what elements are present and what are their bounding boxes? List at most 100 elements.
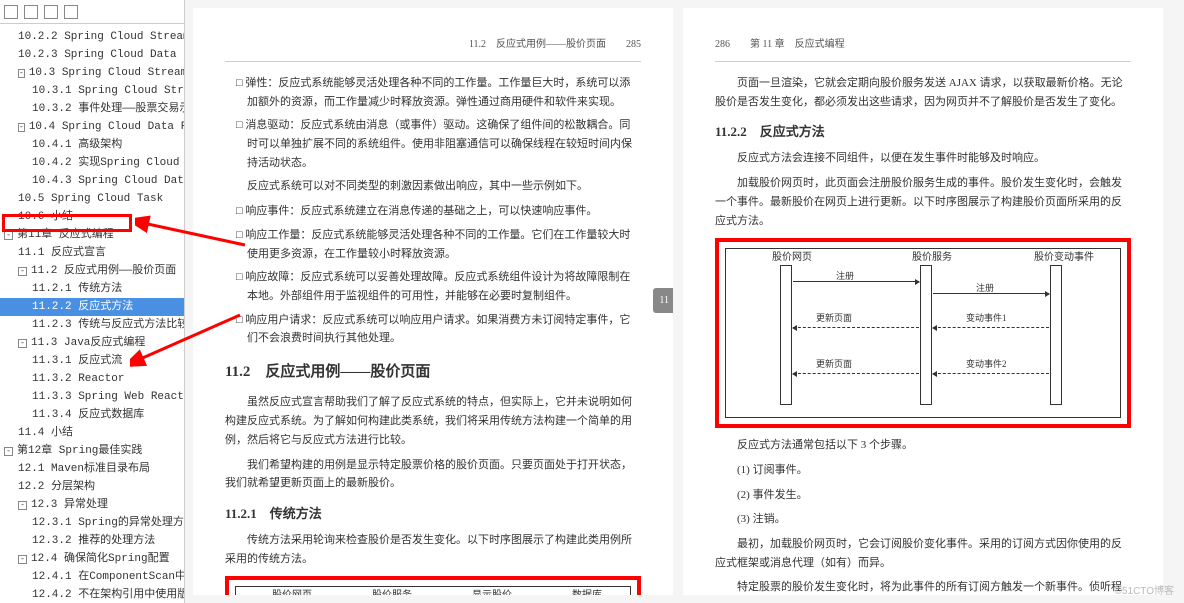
diagram-reactive: 股价网页 股价服务 股价变动事件 注册 注册 更新页面 变动事件1 更新页面 变… — [725, 248, 1121, 418]
bullet-item: 响应工作量：反应式系统能够灵活处理各种不同的工作量。它们在工作量较大时使用更多资… — [225, 226, 641, 263]
tree-item-label: 第11章 反应式编程 — [17, 227, 114, 243]
tree-item[interactable]: 11.2.1 传统方法 — [0, 280, 184, 298]
tree-item-label: 10.3.2 事件处理——股票交易示例 — [32, 101, 185, 117]
para: 反应式方法通常包括以下 3 个步骤。 — [715, 436, 1131, 455]
tree-item[interactable]: 12.4.2 不在架构引用中使用版本号 — [0, 586, 184, 603]
tree-item[interactable]: 11.2.2 反应式方法 — [0, 298, 184, 316]
tree-item[interactable]: 10.4.1 高级架构 — [0, 136, 184, 154]
toolbar-icon-3[interactable] — [44, 5, 58, 19]
section-11-2-2-heading: 11.2.2 反应式方法 — [715, 121, 1131, 143]
tree-item-label: 12.3.2 推荐的处理方法 — [32, 533, 155, 549]
tree-item-label: 12.4.2 不在架构引用中使用版本号 — [32, 587, 185, 603]
tree-item-label: 11.3.3 Spring Web Reactive — [32, 389, 185, 405]
tree-item[interactable]: 11.2.3 传统与反应式方法比较 — [0, 316, 184, 334]
tree-item[interactable]: 10.4.3 Spring Cloud Data Flow REST API — [0, 172, 184, 190]
bullet-item: 响应故障：反应式系统可以妥善处理故障。反应式系统组件设计为将故障限制在本地。外部… — [225, 268, 641, 305]
tree-item[interactable]: -第12章 Spring最佳实践 — [0, 442, 184, 460]
tree-item-label: 11.3.1 反应式流 — [32, 353, 122, 369]
para: 虽然反应式宣言帮助我们了解了反应式系统的特点，但实际上，它并未说明如何构建反应式… — [225, 393, 641, 449]
sidebar-toolbar — [0, 0, 184, 24]
tree-item[interactable]: 12.2 分层架构 — [0, 478, 184, 496]
tree-item[interactable]: 12.1 Maven标准目录布局 — [0, 460, 184, 478]
toolbar-icon-1[interactable] — [4, 5, 18, 19]
tree-item[interactable]: 12.3.1 Spring的异常处理方法 — [0, 514, 184, 532]
tree-item-label: 11.2.1 传统方法 — [32, 281, 122, 297]
step-2: (2) 事件发生。 — [737, 486, 1131, 505]
expand-icon[interactable]: - — [18, 555, 27, 564]
tree-item[interactable]: 11.4 小结 — [0, 424, 184, 442]
toolbar-icon-2[interactable] — [24, 5, 38, 19]
tree-item-label: 11.3.4 反应式数据库 — [32, 407, 144, 423]
tree-item[interactable]: 10.2.3 Spring Cloud Data Flow — [0, 46, 184, 64]
expand-icon[interactable]: - — [18, 501, 27, 510]
page-header-285: 11.2 反应式用例——股价页面 285 — [225, 36, 641, 62]
tree-item[interactable]: -11.2 反应式用例——股价页面 — [0, 262, 184, 280]
para: 页面一旦渲染，它就会定期向股价服务发送 AJAX 请求，以获取最新价格。无论股价… — [715, 74, 1131, 111]
tree-item[interactable]: 11.3.4 反应式数据库 — [0, 406, 184, 424]
tree-item[interactable]: 11.3.3 Spring Web Reactive — [0, 388, 184, 406]
page-indicator[interactable]: 11 — [653, 288, 673, 313]
tree-item[interactable]: -第11章 反应式编程 — [0, 226, 184, 244]
watermark: ©51CTO博客 — [1115, 582, 1174, 597]
page-285: 11.2 反应式用例——股价页面 285 弹性：反应式系统能够灵活处理各种不同的… — [193, 8, 673, 595]
tree-item-label: 12.4.1 在ComponentScan中使用basePackageClass… — [32, 569, 185, 585]
para: 最初，加载股价网页时，它会订阅股价变化事件。采用的订阅方式因你使用的反应式框架或… — [715, 535, 1131, 572]
expand-icon[interactable]: - — [18, 69, 25, 78]
tree-item[interactable]: -12.3 异常处理 — [0, 496, 184, 514]
tree-item[interactable]: -10.4 Spring Cloud Data Flow — [0, 118, 184, 136]
content-area: 11.2 反应式用例——股价页面 285 弹性：反应式系统能够灵活处理各种不同的… — [185, 0, 1184, 603]
para: 我们希望构建的用例是显示特定股票价格的股价页面。只要页面处于打开状态，我们就希望… — [225, 456, 641, 493]
tree-item[interactable]: 11.3.2 Reactor — [0, 370, 184, 388]
tree-item-label: 11.3.2 Reactor — [32, 371, 124, 387]
page-286: 286 第 11 章 反应式编程 页面一旦渲染，它就会定期向股价服务发送 AJA… — [683, 8, 1163, 595]
tree-item-label: 10.2.2 Spring Cloud Stream — [18, 29, 185, 45]
section-11-2-heading: 11.2 反应式用例——股价页面 — [225, 360, 641, 386]
tree-item[interactable]: -10.3 Spring Cloud Stream — [0, 64, 184, 82]
expand-icon[interactable]: - — [4, 231, 13, 240]
expand-icon[interactable]: - — [18, 267, 27, 276]
tree-item-label: 11.2.2 反应式方法 — [32, 299, 133, 315]
tree-item[interactable]: 10.5 Spring Cloud Task — [0, 190, 184, 208]
tree-item[interactable]: 11.3.1 反应式流 — [0, 352, 184, 370]
tree-item-label: 10.5 Spring Cloud Task — [18, 191, 163, 207]
tree-item[interactable]: 12.4.1 在ComponentScan中使用basePackageClass… — [0, 568, 184, 586]
tree-item-label: 12.3.1 Spring的异常处理方法 — [32, 515, 185, 531]
tree-item[interactable]: 10.2.2 Spring Cloud Stream — [0, 28, 184, 46]
tree-item-label: 10.4.1 高级架构 — [32, 137, 122, 153]
para: 特定股票的股价发生变化时，将为此事件的所有订阅方触发一个新事件。侦听程序确保了用… — [715, 578, 1131, 595]
expand-icon[interactable]: - — [18, 123, 25, 132]
bullet-item: 响应用户请求：反应式系统可以响应用户请求。如果消费方未订阅特定事件，它们不会浪费… — [225, 311, 641, 348]
tree-item[interactable]: 10.4.2 实现Spring Cloud Data Flow — [0, 154, 184, 172]
tree-item[interactable]: 10.3.2 事件处理——股票交易示例 — [0, 100, 184, 118]
tree-item[interactable]: 10.3.1 Spring Cloud Stream架构 — [0, 82, 184, 100]
tree-item-label: 10.3 Spring Cloud Stream — [29, 65, 185, 81]
tree-item-label: 10.4 Spring Cloud Data Flow — [29, 119, 185, 135]
tree-item-label: 10.4.3 Spring Cloud Data Flow REST API — [32, 173, 185, 189]
diagram-reactive-highlight: 股价网页 股价服务 股价变动事件 注册 注册 更新页面 变动事件1 更新页面 变… — [715, 238, 1131, 428]
tree-item-label: 12.1 Maven标准目录布局 — [18, 461, 150, 477]
toolbar-icon-4[interactable] — [64, 5, 78, 19]
sidebar: 10.2.2 Spring Cloud Stream 10.2.3 Spring … — [0, 0, 185, 603]
para: 传统方法采用轮询来检查股价是否发生变化。以下时序图展示了构建此类用例所采用的传统… — [225, 531, 641, 568]
tree-item[interactable]: -12.4 确保简化Spring配置 — [0, 550, 184, 568]
tree-item-label: 12.3 异常处理 — [31, 497, 108, 513]
tree-item[interactable]: -11.3 Java反应式编程 — [0, 334, 184, 352]
tree-item-label: 第12章 Spring最佳实践 — [17, 443, 142, 459]
diagram-traditional: 股价网页 股价服务 显示股价 数据库 轮询 (每分钟) — [235, 586, 631, 595]
tree-item-label: 11.2.3 传统与反应式方法比较 — [32, 317, 185, 333]
tree-item-label: 11.1 反应式宣言 — [18, 245, 106, 261]
tree-item-label: 11.4 小结 — [18, 425, 73, 441]
tree-item-label: 12.4 确保简化Spring配置 — [31, 551, 170, 567]
diagram-traditional-highlight: 股价网页 股价服务 显示股价 数据库 轮询 (每分钟) — [225, 576, 641, 595]
page-header-286: 286 第 11 章 反应式编程 — [715, 36, 1131, 62]
tree-item[interactable]: 10.6 小结 — [0, 208, 184, 226]
bullet-item: 弹性：反应式系统能够灵活处理各种不同的工作量。工作量巨大时，系统可以添加额外的资… — [225, 74, 641, 111]
step-1: (1) 订阅事件。 — [737, 461, 1131, 480]
tree-item-label: 10.2.3 Spring Cloud Data Flow — [18, 47, 185, 63]
tree-item[interactable]: 11.1 反应式宣言 — [0, 244, 184, 262]
tree-item[interactable]: 12.3.2 推荐的处理方法 — [0, 532, 184, 550]
expand-icon[interactable]: - — [18, 339, 27, 348]
bullet-item: 消息驱动：反应式系统由消息（或事件）驱动。这确保了组件间的松散耦合。同时可以单独… — [225, 116, 641, 172]
expand-icon[interactable]: - — [4, 447, 13, 456]
tree-item-label: 10.4.2 实现Spring Cloud Data Flow — [32, 155, 185, 171]
